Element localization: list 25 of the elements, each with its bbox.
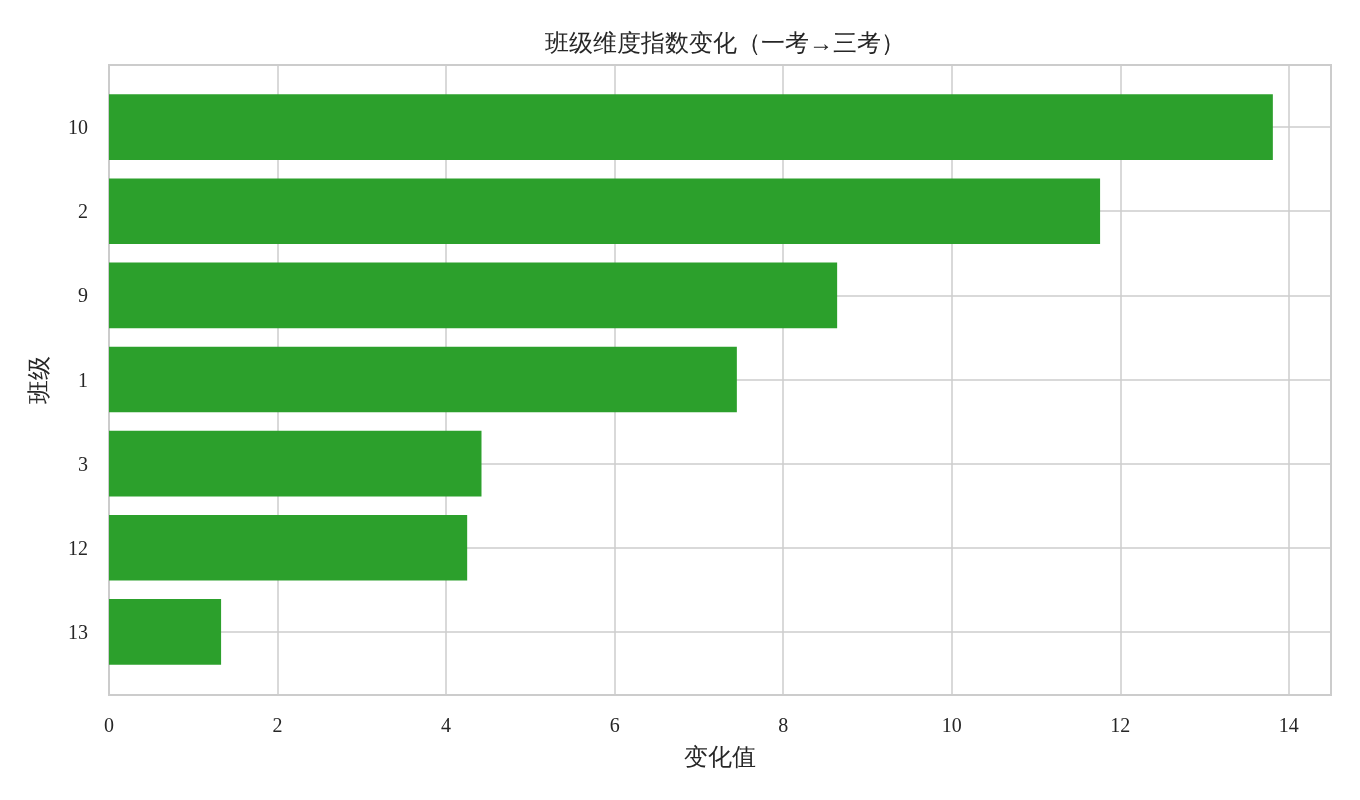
bar (109, 94, 1273, 160)
chart-title: 班级维度指数变化（一考→三考） (545, 30, 905, 56)
x-axis-title: 变化值 (684, 744, 756, 770)
x-tick-label: 6 (609, 714, 620, 736)
y-tick-label: 3 (78, 452, 88, 475)
y-axis-title: 班级 (26, 355, 52, 404)
bar (109, 178, 1101, 245)
y-tick-label: 13 (68, 620, 88, 643)
x-tick-label: 14 (1278, 714, 1299, 736)
bar (109, 346, 737, 413)
bar (109, 430, 482, 497)
x-tick-label: 4 (441, 714, 452, 736)
y-tick-label: 10 (68, 116, 88, 139)
x-tick-label: 10 (941, 714, 962, 736)
y-tick-label: 9 (78, 284, 88, 307)
x-tick-label: 2 (272, 714, 283, 736)
y-tick-label: 2 (78, 200, 88, 223)
x-tick-label: 12 (1110, 714, 1131, 736)
bar (109, 599, 222, 665)
y-tick-label: 1 (78, 368, 88, 391)
x-tick-label: 0 (104, 714, 114, 736)
x-tick-label: 8 (778, 714, 789, 736)
bar (109, 262, 838, 329)
bar (109, 514, 468, 581)
y-tick-label: 12 (68, 536, 88, 559)
